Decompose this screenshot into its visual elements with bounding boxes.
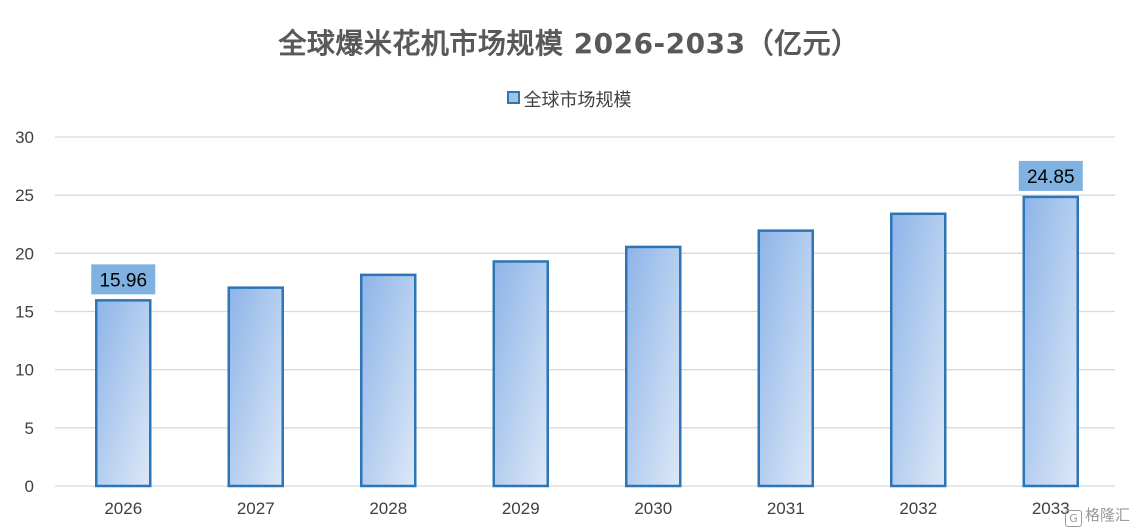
x-axis: 2026 2027 2028 2029 2030 2031 2032 2033 xyxy=(104,499,1069,518)
data-label-text: 15.96 xyxy=(99,270,147,291)
bars xyxy=(95,195,1079,488)
gelonghui-logo-icon: G xyxy=(1064,510,1082,527)
data-label: 15.96 xyxy=(91,264,156,295)
y-tick-label: 20 xyxy=(15,244,34,263)
y-tick-label: 15 xyxy=(15,303,34,322)
chart-title: 全球爆米花机市场规模 2026-2033（亿元） xyxy=(278,27,860,60)
bar xyxy=(625,245,682,488)
bar xyxy=(757,229,814,488)
x-tick-label: 2033 xyxy=(1032,499,1070,518)
legend: 全球市场规模 xyxy=(0,86,1138,112)
y-tick-label: 10 xyxy=(15,361,34,380)
y-tick-label: 30 xyxy=(15,128,34,147)
y-axis: 0 5 10 15 20 25 30 xyxy=(15,128,34,496)
x-tick-label: 2026 xyxy=(104,499,142,518)
bar xyxy=(360,273,417,488)
bar xyxy=(1022,195,1079,488)
bar xyxy=(227,286,284,488)
x-tick-label: 2027 xyxy=(237,499,275,518)
x-tick-label: 2032 xyxy=(899,499,937,518)
x-tick-label: 2029 xyxy=(502,499,540,518)
x-tick-label: 2031 xyxy=(767,499,805,518)
x-tick-label: 2030 xyxy=(634,499,672,518)
bar xyxy=(492,260,549,488)
bar xyxy=(95,299,152,488)
legend-label: 全球市场规模 xyxy=(523,90,632,111)
data-label-box xyxy=(91,264,156,295)
data-label-box xyxy=(1018,160,1083,191)
bar xyxy=(890,212,947,488)
y-tick-label: 5 xyxy=(25,419,34,438)
data-label: 24.85 xyxy=(1018,160,1083,191)
y-tick-label: 0 xyxy=(25,477,34,496)
watermark: G 格隆汇 xyxy=(1064,504,1130,527)
watermark-text: 格隆汇 xyxy=(1084,506,1130,524)
gridlines xyxy=(55,136,1115,487)
legend-swatch xyxy=(506,91,520,104)
x-tick-label: 2028 xyxy=(369,499,407,518)
data-labels: 15.96 24.85 xyxy=(91,160,1083,295)
y-tick-label: 25 xyxy=(15,186,34,205)
data-label-text: 24.85 xyxy=(1027,167,1075,188)
